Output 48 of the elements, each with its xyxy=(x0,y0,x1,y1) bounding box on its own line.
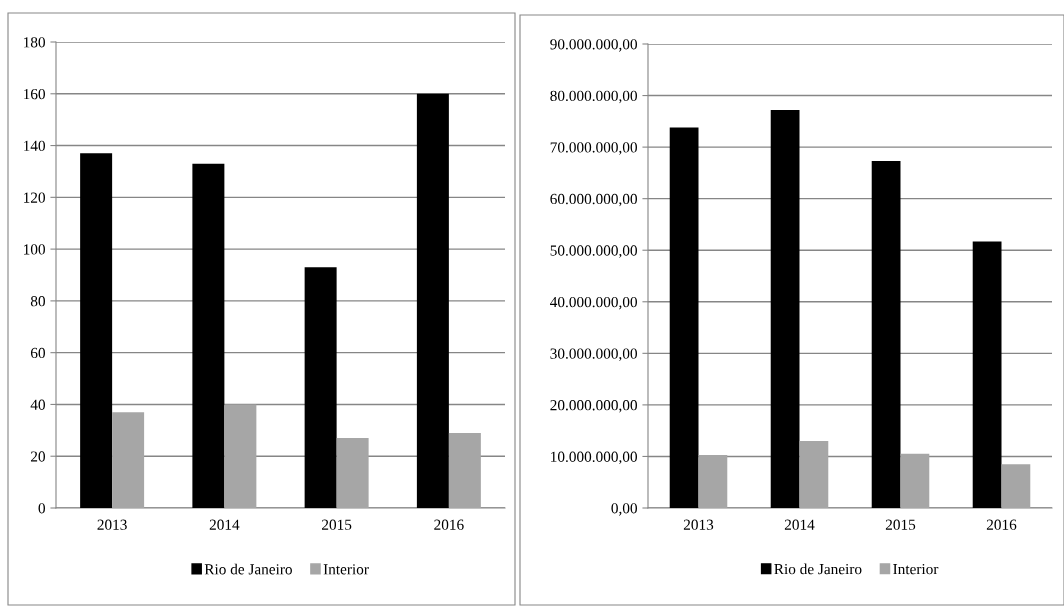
y-tick-label: 140 xyxy=(24,140,45,152)
bar xyxy=(972,241,1002,508)
bar xyxy=(224,404,257,508)
x-tick-label: 2015 xyxy=(322,519,352,530)
bar xyxy=(1001,464,1031,508)
legend-label: Interior xyxy=(323,564,369,575)
y-tick-label: 90.000.000,00 xyxy=(550,39,637,52)
y-tick-label: 40 xyxy=(30,399,45,410)
bar xyxy=(80,153,113,508)
y-tick-label: 80.000.000,00 xyxy=(550,90,637,104)
bar xyxy=(669,127,699,508)
y-tick-label: 180 xyxy=(24,37,45,48)
y-tick-label: 80 xyxy=(30,296,45,307)
y-tick-label: 20.000.000,00 xyxy=(550,400,637,413)
y-tick-label: 60.000.000,00 xyxy=(550,193,637,207)
y-tick-label: 10.000.000,00 xyxy=(551,451,637,465)
bar xyxy=(770,109,800,508)
y-tick-label: 20 xyxy=(30,451,45,462)
legend-label: Rio de Janeiro xyxy=(774,563,862,575)
y-tick-label: 0,00 xyxy=(611,503,637,516)
bar xyxy=(799,440,829,508)
y-tick-label: 160 xyxy=(24,88,45,100)
y-tick-label: 40.000.000,00 xyxy=(550,296,637,310)
bar xyxy=(871,161,901,508)
bar xyxy=(336,438,369,508)
y-tick-label: 70.000.000,00 xyxy=(550,142,637,155)
y-tick-label: 100 xyxy=(24,244,45,255)
x-tick-label: 2014 xyxy=(784,519,815,530)
y-tick-label: 50.000.000,00 xyxy=(550,245,637,258)
y-tick-label: 60 xyxy=(30,347,45,359)
legend-label: Interior xyxy=(893,563,939,575)
bar xyxy=(192,163,225,508)
bar xyxy=(900,453,930,508)
bar xyxy=(416,93,449,508)
bar xyxy=(448,432,481,508)
x-tick-label: 2013 xyxy=(683,519,714,530)
bar xyxy=(698,454,728,508)
y-tick-label: 0 xyxy=(38,503,45,514)
bar xyxy=(304,267,337,508)
x-tick-label: 2015 xyxy=(885,519,916,530)
bar xyxy=(112,412,145,508)
x-tick-label: 2016 xyxy=(434,519,464,530)
x-tick-label: 2016 xyxy=(986,519,1017,530)
x-tick-label: 2014 xyxy=(209,519,240,530)
legend-label: Rio de Janeiro xyxy=(204,563,292,575)
y-tick-label: 30.000.000,00 xyxy=(550,348,637,361)
x-tick-label: 2013 xyxy=(97,519,127,530)
y-tick-label: 120 xyxy=(24,192,45,203)
